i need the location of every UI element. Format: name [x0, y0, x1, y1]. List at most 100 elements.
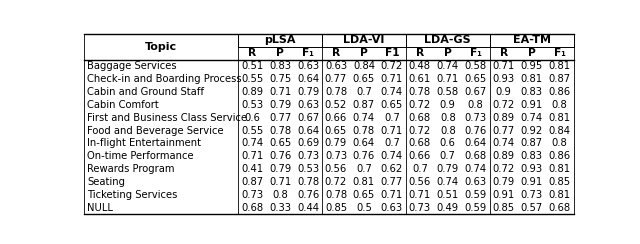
Text: 0.86: 0.86 — [548, 87, 571, 97]
Text: 0.74: 0.74 — [241, 139, 263, 149]
Text: 0.71: 0.71 — [493, 61, 515, 71]
Text: 0.89: 0.89 — [493, 151, 515, 161]
Text: 0.7: 0.7 — [384, 139, 400, 149]
Text: 0.74: 0.74 — [381, 87, 403, 97]
Text: 0.68: 0.68 — [241, 203, 263, 213]
Text: 0.63: 0.63 — [325, 61, 347, 71]
Text: 0.51: 0.51 — [436, 190, 459, 200]
Text: 0.74: 0.74 — [381, 151, 403, 161]
Text: Rewards Program: Rewards Program — [87, 164, 175, 174]
Text: 0.55: 0.55 — [241, 126, 263, 136]
Text: R: R — [416, 48, 424, 58]
Text: P: P — [360, 48, 368, 58]
Text: LDA-GS: LDA-GS — [424, 35, 471, 45]
Text: 0.67: 0.67 — [465, 87, 487, 97]
Text: 0.49: 0.49 — [436, 203, 459, 213]
Text: 0.65: 0.65 — [325, 126, 347, 136]
Text: 0.76: 0.76 — [465, 126, 487, 136]
Text: 0.95: 0.95 — [520, 61, 543, 71]
Text: 0.71: 0.71 — [381, 74, 403, 84]
Text: 0.73: 0.73 — [465, 113, 487, 123]
Text: 0.71: 0.71 — [269, 87, 291, 97]
Text: 0.68: 0.68 — [548, 203, 571, 213]
Text: 0.9: 0.9 — [440, 100, 456, 110]
Text: On-time Performance: On-time Performance — [87, 151, 193, 161]
Bar — [238, 34, 322, 47]
Text: 0.63: 0.63 — [297, 100, 319, 110]
Text: 0.7: 0.7 — [384, 113, 400, 123]
Bar — [490, 34, 573, 47]
Text: 0.81: 0.81 — [353, 177, 375, 187]
Text: 0.7: 0.7 — [356, 87, 372, 97]
Text: R: R — [500, 48, 508, 58]
Text: 0.65: 0.65 — [465, 74, 487, 84]
Text: 0.58: 0.58 — [436, 87, 459, 97]
Text: 0.7: 0.7 — [412, 164, 428, 174]
Text: 0.72: 0.72 — [381, 61, 403, 71]
Text: 0.81: 0.81 — [548, 113, 571, 123]
Text: 0.79: 0.79 — [493, 177, 515, 187]
Text: 0.64: 0.64 — [465, 139, 487, 149]
Text: 0.79: 0.79 — [436, 164, 459, 174]
Text: 0.72: 0.72 — [493, 100, 515, 110]
Text: 0.72: 0.72 — [409, 100, 431, 110]
Text: 0.84: 0.84 — [353, 61, 375, 71]
Text: 0.5: 0.5 — [356, 203, 372, 213]
Text: 0.74: 0.74 — [353, 113, 375, 123]
Text: R: R — [332, 48, 340, 58]
Text: 0.85: 0.85 — [548, 177, 571, 187]
Text: 0.81: 0.81 — [548, 61, 571, 71]
Text: 0.53: 0.53 — [297, 164, 319, 174]
Text: 0.79: 0.79 — [269, 164, 291, 174]
Text: 0.8: 0.8 — [272, 190, 288, 200]
Text: 0.69: 0.69 — [297, 139, 319, 149]
Text: 0.75: 0.75 — [269, 74, 291, 84]
Text: 0.84: 0.84 — [548, 126, 570, 136]
Text: F₁: F₁ — [470, 48, 482, 58]
Text: 0.79: 0.79 — [297, 87, 319, 97]
Text: 0.71: 0.71 — [409, 190, 431, 200]
Text: 0.89: 0.89 — [493, 113, 515, 123]
Text: 0.74: 0.74 — [436, 177, 459, 187]
Text: 0.71: 0.71 — [241, 151, 263, 161]
Text: 0.72: 0.72 — [325, 177, 347, 187]
Text: 0.87: 0.87 — [241, 177, 263, 187]
Text: Topic: Topic — [145, 42, 177, 52]
Text: 0.78: 0.78 — [325, 87, 347, 97]
Text: 0.71: 0.71 — [381, 190, 403, 200]
Text: 0.58: 0.58 — [465, 61, 487, 71]
Text: 0.41: 0.41 — [241, 164, 263, 174]
Text: 0.73: 0.73 — [520, 190, 543, 200]
Text: Check-in and Boarding Process: Check-in and Boarding Process — [87, 74, 241, 84]
Text: 0.65: 0.65 — [381, 100, 403, 110]
Text: In-flight Entertainment: In-flight Entertainment — [87, 139, 201, 149]
Bar — [322, 34, 406, 47]
Text: Cabin and Ground Staff: Cabin and Ground Staff — [87, 87, 204, 97]
Text: 0.71: 0.71 — [269, 177, 291, 187]
Text: 0.57: 0.57 — [520, 203, 543, 213]
Text: Baggage Services: Baggage Services — [87, 61, 177, 71]
Text: 0.72: 0.72 — [493, 164, 515, 174]
Text: pLSA: pLSA — [264, 35, 296, 45]
Text: 0.83: 0.83 — [269, 61, 291, 71]
Text: 0.63: 0.63 — [381, 203, 403, 213]
Text: 0.83: 0.83 — [520, 87, 543, 97]
Text: 0.8: 0.8 — [468, 100, 484, 110]
Text: 0.65: 0.65 — [353, 190, 375, 200]
Text: 0.76: 0.76 — [269, 151, 291, 161]
Text: 0.91: 0.91 — [520, 100, 543, 110]
Text: 0.76: 0.76 — [297, 190, 319, 200]
Text: Cabin Comfort: Cabin Comfort — [87, 100, 159, 110]
Bar — [406, 34, 490, 47]
Text: 0.55: 0.55 — [241, 74, 263, 84]
Text: 0.79: 0.79 — [325, 139, 347, 149]
Text: 0.68: 0.68 — [409, 139, 431, 149]
Text: 0.73: 0.73 — [241, 190, 263, 200]
Text: 0.77: 0.77 — [325, 74, 347, 84]
Text: 0.74: 0.74 — [493, 139, 515, 149]
Text: 0.59: 0.59 — [465, 203, 487, 213]
Text: Food and Beverage Service: Food and Beverage Service — [87, 126, 223, 136]
Text: 0.81: 0.81 — [548, 190, 571, 200]
Text: 0.63: 0.63 — [297, 61, 319, 71]
Text: Seating: Seating — [87, 177, 125, 187]
